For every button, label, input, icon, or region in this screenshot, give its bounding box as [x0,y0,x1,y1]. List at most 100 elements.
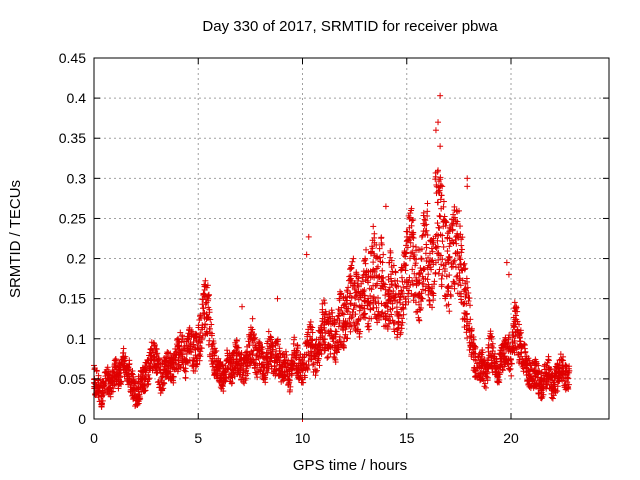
data-point [380,251,387,258]
data-point [416,317,423,324]
data-point [555,375,562,382]
data-point [211,352,218,359]
data-point [220,388,227,395]
data-point [398,287,405,294]
data-point [171,350,178,357]
data-point [464,175,471,182]
data-point [554,361,561,368]
data-point [424,232,431,239]
data-point [409,216,416,223]
data-point [419,295,426,302]
data-point [246,360,253,367]
data-point [388,257,395,264]
data-point [368,315,375,322]
data-point [239,374,246,381]
data-point [376,254,383,261]
data-point [376,273,383,280]
data-point [362,314,369,321]
y-tick-label: 0.25 [59,210,86,226]
data-point [227,356,234,363]
data-point [435,167,442,174]
data-point [338,290,345,297]
data-point [145,371,152,378]
data-point [409,277,416,284]
data-point [180,364,187,371]
data-point [319,306,326,313]
data-point [188,328,195,335]
data-point [348,265,355,272]
data-point [126,360,133,367]
data-point [392,282,399,289]
x-tick-label: 10 [295,430,311,446]
data-point [549,395,556,402]
data-point [199,332,206,339]
data-point [456,252,463,259]
data-point [558,356,565,363]
data-point [312,343,319,350]
data-point [401,248,408,255]
data-point [353,289,360,296]
data-point [156,366,163,373]
data-point [321,347,328,354]
data-point [437,252,444,259]
data-point [410,243,417,250]
data-point [304,365,311,372]
data-point [434,220,441,227]
data-point [342,326,349,333]
data-point [378,300,385,307]
data-point [325,353,332,360]
data-point [216,366,223,373]
data-point [513,305,520,312]
data-point [228,380,235,387]
data-point [511,299,518,306]
data-point [430,235,437,242]
data-point [459,246,466,253]
data-point [382,203,389,210]
data-point [446,228,453,235]
data-point [435,188,442,195]
data-point [265,361,272,368]
x-tick-label: 20 [503,430,519,446]
data-point [349,258,356,265]
data-point [304,333,311,340]
data-point [562,369,569,376]
data-point [367,292,374,299]
y-tick-label: 0.15 [59,291,86,307]
data-point [202,277,209,284]
data-point [333,348,340,355]
data-point [459,277,466,284]
data-point [355,316,362,323]
data-point [199,324,206,331]
data-point [142,383,149,390]
data-point [371,252,378,259]
data-point [120,358,127,365]
data-point [429,290,436,297]
data-point [202,300,209,307]
data-points [91,92,573,422]
data-point [435,270,442,277]
data-point [281,363,288,370]
data-point [321,300,328,307]
data-point [484,374,491,381]
data-point [400,311,407,318]
data-point [449,226,456,233]
data-point [416,301,423,308]
data-point [170,379,177,386]
data-point [450,211,457,218]
data-point [420,209,427,216]
data-point [346,293,353,300]
data-point [245,355,252,362]
data-point [419,232,426,239]
data-point [208,343,215,350]
data-point [324,314,331,321]
x-tick-label: 0 [90,430,98,446]
data-point [417,265,424,272]
data-point [545,357,552,364]
data-point [463,311,470,318]
data-point [337,291,344,298]
data-point [341,300,348,307]
data-point [482,384,489,391]
data-point [458,266,465,273]
data-point [368,243,375,250]
data-point [475,373,482,380]
